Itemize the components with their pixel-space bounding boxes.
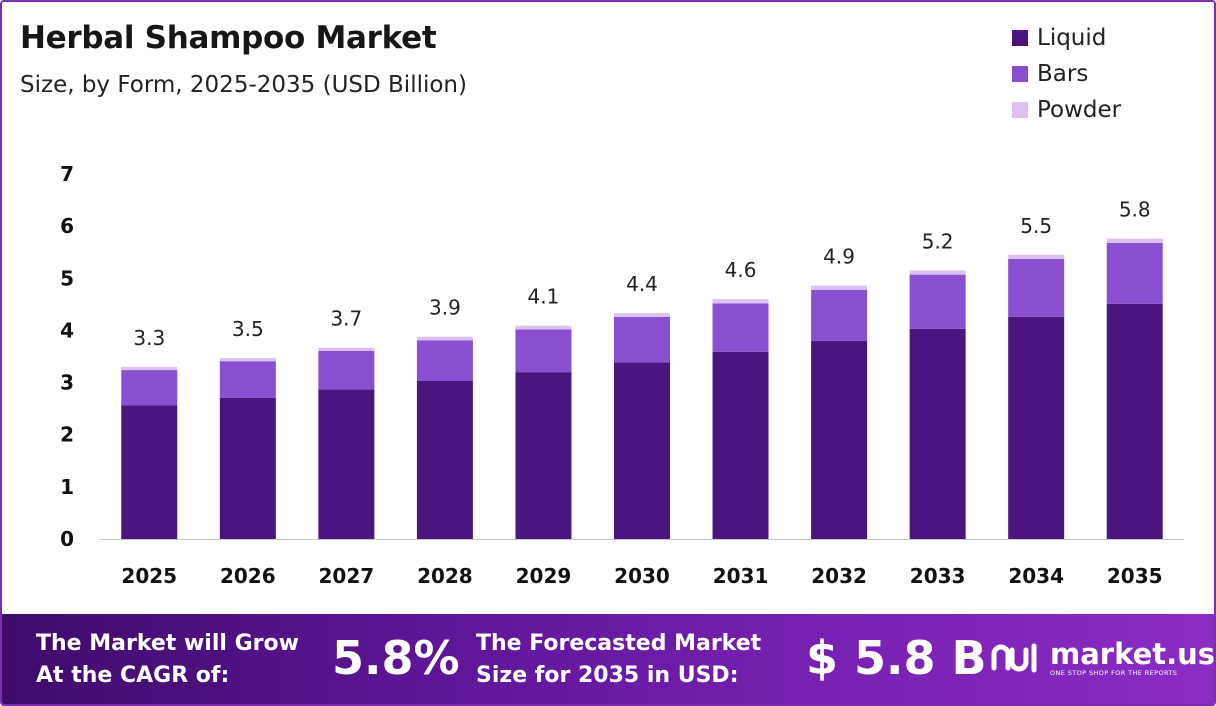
legend-swatch-liquid <box>1012 30 1028 46</box>
market-size-value: $ 5.8 B <box>806 631 987 685</box>
legend-label-liquid: Liquid <box>1037 25 1107 51</box>
bar-total-label: 5.2 <box>922 229 954 253</box>
legend-swatch-bars <box>1012 66 1028 82</box>
x-tick-label: 2029 <box>516 564 572 588</box>
bar-segment-powder <box>811 285 868 290</box>
bar-segment-bars <box>1106 242 1163 304</box>
bar-segment-liquid <box>318 389 375 539</box>
bar-total-label: 3.9 <box>429 296 461 320</box>
bar-segment-powder <box>712 299 769 304</box>
bar-segment-bars <box>515 329 572 373</box>
bar-segment-liquid <box>515 372 572 539</box>
bar-segment-liquid <box>1008 316 1065 539</box>
bar-segment-powder <box>909 270 966 275</box>
marketus-logo: market.us ONE STOP SHOP FOR THE REPORTS <box>990 637 1216 678</box>
x-tick-label: 2026 <box>220 564 276 588</box>
y-tick-label: 0 <box>60 527 74 551</box>
x-tick-label: 2027 <box>319 564 375 588</box>
market-size-label: The Forecasted Market Size for 2035 in U… <box>476 628 761 692</box>
logo-name: market.us <box>1050 637 1216 671</box>
bar-segment-liquid <box>1106 303 1163 539</box>
marketus-logo-icon <box>991 643 1037 673</box>
legend-item-liquid: Liquid <box>1012 20 1121 56</box>
cagr-label-line1: The Market will Grow <box>36 631 299 656</box>
bar-segment-bars <box>416 340 473 382</box>
y-tick-label: 4 <box>60 318 74 342</box>
bar-chart: 0 1 2 3 4 5 6 7 3.3 2025 3.5 2026 3.7 2027 3.9 2028 4.1 2… <box>60 162 1184 588</box>
logo-text: market.us ONE STOP SHOP FOR THE REPORTS <box>1050 637 1216 677</box>
legend-item-powder: Powder <box>1012 92 1121 128</box>
bar-segment-powder <box>1106 238 1163 243</box>
bar-segment-powder <box>121 366 178 371</box>
chart-subtitle: Size, by Form, 2025-2035 (USD Billion) <box>20 72 467 98</box>
bar-segment-powder <box>219 358 276 362</box>
y-tick-label: 5 <box>60 266 74 290</box>
bar-total-label: 4.9 <box>823 245 855 269</box>
bar-total-label: 5.8 <box>1119 198 1151 222</box>
x-tick-label: 2033 <box>910 564 966 588</box>
cagr-label: The Market will Grow At the CAGR of: <box>36 628 299 692</box>
bar-segment-liquid <box>811 340 868 539</box>
bar-segment-bars <box>318 350 375 390</box>
bar-total-label: 3.3 <box>133 326 165 350</box>
bar-segment-liquid <box>712 351 769 539</box>
x-tick-label: 2032 <box>811 564 867 588</box>
bar-total-label: 3.5 <box>232 317 264 341</box>
bar-segment-bars <box>614 316 670 363</box>
cagr-value: 5.8% <box>332 631 460 685</box>
bar-segment-bars <box>219 361 276 398</box>
bar-segment-liquid <box>909 328 966 539</box>
y-tick-label: 6 <box>60 214 74 238</box>
bar-segment-liquid <box>416 381 473 539</box>
market-size-label-line1: The Forecasted Market <box>476 631 762 656</box>
y-tick-label: 2 <box>60 423 74 447</box>
x-tick-label: 2030 <box>614 564 670 588</box>
bar-total-label: 3.7 <box>330 307 362 331</box>
x-tick-label: 2035 <box>1107 564 1163 588</box>
bar-segment-bars <box>712 303 769 352</box>
market-size-label-line2: Size for 2035 in USD: <box>476 663 739 688</box>
legend-item-bars: Bars <box>1012 56 1121 92</box>
bar-total-label: 4.1 <box>528 285 560 309</box>
y-tick-label: 1 <box>60 475 74 499</box>
x-tick-label: 2025 <box>121 564 177 588</box>
bar-segment-powder <box>1008 254 1065 259</box>
bar-segment-liquid <box>614 362 670 539</box>
bar-total-label: 4.6 <box>725 258 757 282</box>
bar-total-label: 4.4 <box>626 272 658 296</box>
legend-label-bars: Bars <box>1037 61 1089 87</box>
x-tick-label: 2028 <box>417 564 473 588</box>
bar-segment-powder <box>614 313 670 317</box>
y-tick-label: 3 <box>60 371 74 395</box>
bar-segment-liquid <box>121 405 178 539</box>
bar-segment-bars <box>811 289 868 341</box>
legend: Liquid Bars Powder <box>1012 20 1121 128</box>
cagr-label-line2: At the CAGR of: <box>36 663 230 688</box>
x-tick-label: 2034 <box>1008 564 1064 588</box>
bar-total-label: 5.5 <box>1020 214 1052 238</box>
legend-swatch-powder <box>1012 102 1028 118</box>
bar-segment-bars <box>121 370 178 406</box>
bar-segment-liquid <box>219 397 276 539</box>
bar-segment-powder <box>515 325 572 330</box>
x-tick-label: 2031 <box>713 564 769 588</box>
chart-title: Herbal Shampoo Market <box>20 20 437 56</box>
bar-segment-bars <box>1008 258 1065 317</box>
footer-banner: The Market will Grow At the CAGR of: 5.8… <box>2 614 1214 704</box>
y-tick-label: 7 <box>60 162 74 186</box>
bar-segment-powder <box>318 347 375 351</box>
bar-segment-powder <box>416 336 473 341</box>
legend-label-powder: Powder <box>1037 97 1122 123</box>
bar-segment-bars <box>909 274 966 329</box>
logo-tagline: ONE STOP SHOP FOR THE REPORTS <box>1050 669 1178 677</box>
